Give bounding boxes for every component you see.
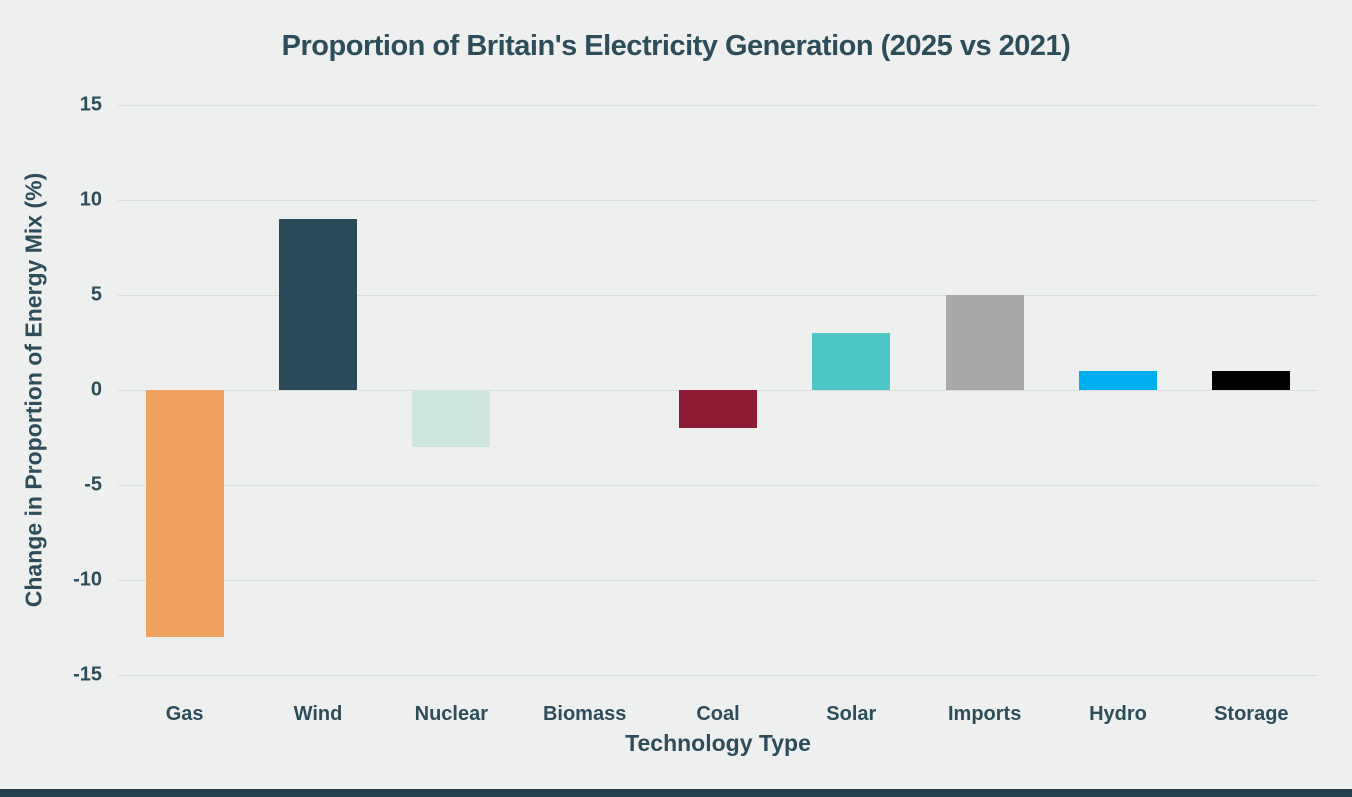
x-tick-label: Biomass xyxy=(542,703,627,725)
y-tick-label: 15 xyxy=(79,93,102,116)
y-tick-label: -5 xyxy=(84,473,102,496)
x-tick-label: Coal xyxy=(696,703,740,725)
x-axis-label: Technology Type xyxy=(625,730,811,756)
gridline xyxy=(118,675,1318,676)
plot-area: -15 -10 -5 0 5 10 15 Gas Wind Nuclear Biomass Coal S… xyxy=(73,94,1318,725)
x-tick-label: Wind xyxy=(293,703,343,725)
gridline xyxy=(118,580,1318,581)
y-tick-label: -15 xyxy=(73,663,102,686)
bar-hydro xyxy=(1079,371,1157,390)
gridline xyxy=(118,295,1318,296)
footer-band xyxy=(0,789,1352,797)
x-tick-label: Imports xyxy=(947,703,1022,725)
x-tick-label: Nuclear xyxy=(414,703,488,725)
bar-wind xyxy=(279,219,357,390)
bar-storage xyxy=(1212,371,1291,390)
bar-solar xyxy=(812,333,891,390)
chart-title: Proportion of Britain's Electricity Gene… xyxy=(281,30,1071,62)
y-tick-label: 5 xyxy=(90,283,102,306)
y-tick-label: 10 xyxy=(79,188,102,211)
gridline xyxy=(118,105,1318,106)
y-tick-label: -10 xyxy=(73,568,102,591)
gridline xyxy=(118,200,1318,201)
x-tick-label: Solar xyxy=(826,703,877,725)
bar-imports xyxy=(945,295,1024,390)
x-tick-label: Gas xyxy=(165,703,204,725)
bar-nuclear xyxy=(412,390,491,447)
y-tick-label: 0 xyxy=(90,378,102,401)
y-axis-label: Change in Proportion of Energy Mix (%) xyxy=(20,172,47,608)
gridline xyxy=(118,485,1318,486)
x-tick-label: Storage xyxy=(1214,703,1289,725)
bar-coal xyxy=(679,390,757,428)
bar-gas xyxy=(145,390,224,637)
x-tick-label: Hydro xyxy=(1089,703,1147,725)
